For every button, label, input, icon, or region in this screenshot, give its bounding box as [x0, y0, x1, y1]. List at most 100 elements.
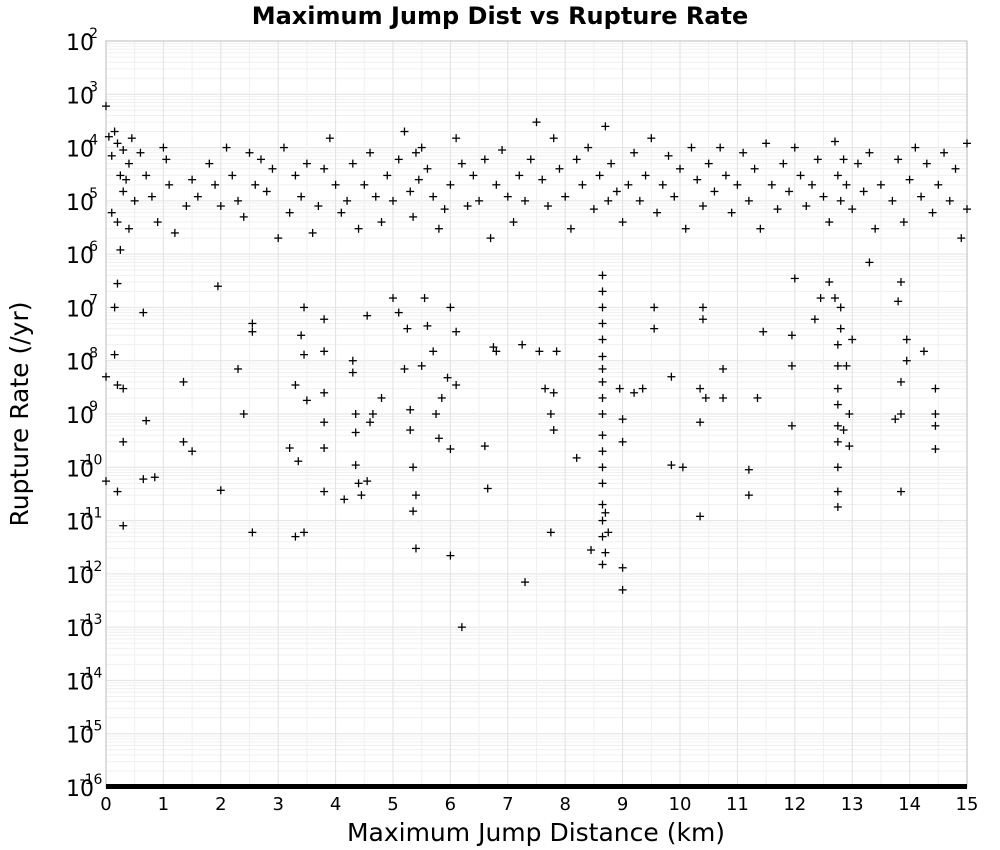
data-point: [371, 192, 380, 201]
data-point: [604, 528, 613, 537]
data-point: [518, 340, 527, 349]
data-point: [779, 159, 788, 168]
data-point: [830, 137, 839, 146]
data-point: [905, 175, 914, 184]
y-tick-exponent: -3: [84, 79, 98, 95]
data-point: [787, 331, 796, 340]
points: [102, 102, 971, 632]
data-point: [696, 384, 705, 393]
data-point: [452, 134, 461, 143]
data-point: [555, 164, 564, 173]
data-point: [256, 155, 265, 164]
data-point: [297, 331, 306, 340]
y-tick-exponent: -8: [84, 346, 98, 362]
data-point: [957, 234, 966, 243]
data-point: [457, 623, 466, 632]
data-point: [598, 560, 607, 569]
data-point: [119, 187, 128, 196]
data-point: [598, 352, 607, 361]
data-point: [931, 410, 940, 418]
data-point: [630, 148, 639, 157]
data-point: [188, 175, 197, 184]
data-point: [601, 122, 610, 131]
data-point: [102, 477, 110, 486]
x-tick-label: 5: [387, 794, 398, 815]
data-point: [245, 148, 254, 157]
data-point: [320, 418, 329, 427]
data-point: [363, 311, 372, 320]
data-point: [541, 384, 550, 393]
grid: [105, 40, 968, 788]
data-point: [162, 155, 171, 164]
data-point: [216, 202, 225, 211]
data-point: [833, 502, 842, 511]
data-point: [300, 350, 309, 359]
data-point: [630, 388, 639, 397]
data-point: [701, 393, 710, 402]
data-point: [429, 192, 438, 201]
data-point: [618, 585, 627, 594]
data-point: [615, 384, 624, 393]
data-point: [291, 532, 300, 541]
data-point: [687, 143, 696, 152]
data-point: [294, 457, 303, 466]
data-point: [891, 415, 900, 424]
data-point: [787, 421, 796, 430]
data-point: [767, 180, 776, 189]
data-point: [618, 563, 627, 572]
data-point: [248, 528, 257, 537]
y-tick-exponent: -15: [80, 719, 103, 735]
y-tick-exponent: -4: [84, 133, 98, 149]
data-point: [480, 442, 489, 451]
data-point: [934, 180, 943, 189]
data-point: [446, 180, 455, 189]
data-point: [833, 463, 842, 472]
data-point: [113, 218, 122, 227]
y-tick-exponent: -10: [80, 452, 103, 468]
data-point: [816, 294, 825, 303]
data-point: [368, 410, 377, 418]
y-axis-ticks: 10-210-310-410-510-610-710-810-910-1010-…: [66, 26, 103, 802]
y-tick-label: 10: [66, 457, 94, 482]
data-point: [538, 175, 547, 184]
data-point: [139, 308, 148, 317]
floor-band: [106, 784, 967, 789]
data-point: [165, 180, 174, 189]
data-point: [486, 234, 495, 243]
data-point: [667, 372, 676, 381]
data-point: [587, 546, 596, 555]
data-point: [744, 465, 753, 474]
data-point: [790, 143, 799, 152]
chart-title: Maximum Jump Dist vs Rupture Rate: [252, 2, 749, 30]
data-point: [116, 171, 125, 180]
data-point: [443, 373, 452, 382]
data-point: [919, 347, 928, 356]
data-point: [796, 171, 805, 180]
data-point: [598, 303, 607, 312]
data-point: [119, 384, 128, 393]
data-point: [839, 426, 848, 435]
data-point: [716, 143, 725, 152]
data-point: [354, 224, 363, 233]
data-point: [848, 335, 857, 344]
data-point: [896, 377, 905, 386]
data-point: [285, 444, 294, 453]
data-point: [119, 437, 128, 446]
data-point: [179, 377, 188, 386]
data-point: [871, 224, 880, 233]
data-point: [624, 180, 633, 189]
data-point: [830, 294, 839, 303]
data-point: [535, 347, 544, 356]
data-point: [839, 155, 848, 164]
data-point: [667, 461, 676, 470]
data-point: [139, 475, 148, 484]
data-point: [773, 205, 782, 214]
data-point: [320, 347, 329, 356]
data-point: [291, 171, 300, 180]
data-point: [561, 192, 570, 201]
data-point: [107, 151, 116, 160]
data-point: [902, 335, 911, 344]
x-axis-ticks: 0 1 2 3 4 5 6 7 8 9 10 11 12 13 14 15: [100, 794, 978, 815]
data-point: [710, 187, 719, 196]
data-point: [572, 453, 581, 462]
